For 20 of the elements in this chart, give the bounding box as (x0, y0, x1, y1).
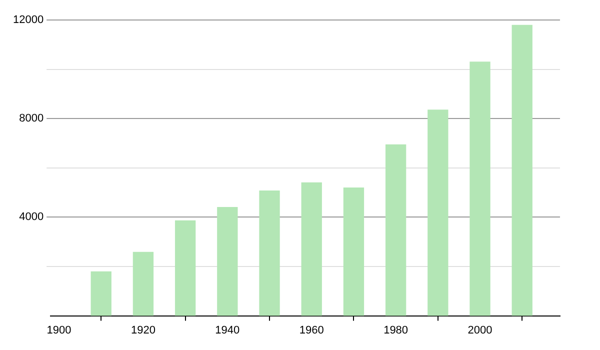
x-tick-label: 1960 (299, 324, 324, 336)
bar (132, 252, 154, 316)
bar (343, 188, 364, 316)
bar (385, 144, 406, 316)
bar (428, 110, 448, 316)
x-tick-label: 1900 (46, 324, 72, 336)
y-tick-label: 4000 (19, 211, 44, 224)
y-tick-label: 12000 (12, 14, 44, 26)
bar (259, 190, 280, 316)
y-tick-label: 8000 (19, 112, 44, 125)
x-tick-label: 1920 (130, 324, 156, 336)
x-tick-label: 1980 (384, 324, 408, 336)
bar (90, 271, 112, 316)
bar (301, 182, 322, 316)
x-tick-label: 2000 (468, 324, 492, 336)
bar (174, 220, 196, 316)
bar (217, 207, 238, 316)
bar (512, 24, 532, 316)
x-tick-label: 1940 (215, 324, 240, 336)
bar (470, 62, 490, 316)
